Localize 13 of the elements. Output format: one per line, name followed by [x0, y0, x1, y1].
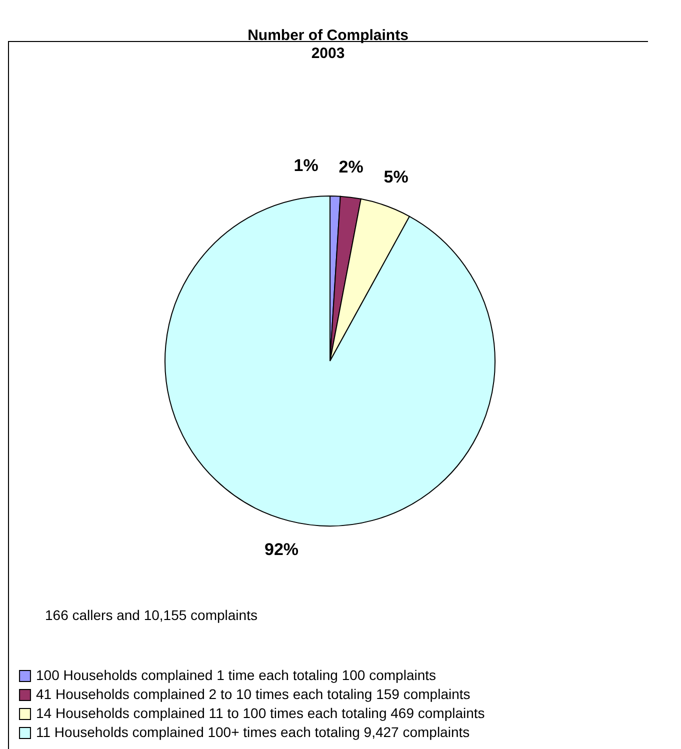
data-label: 1% [294, 156, 318, 176]
data-label: 92% [264, 540, 299, 559]
chart-subtitle: 2003 [311, 45, 345, 62]
data-label: 5% [384, 168, 408, 187]
pie-slice [330, 198, 410, 362]
text: 166 callers and 10,155 complaints [45, 607, 258, 623]
pie-slice [164, 196, 496, 526]
legend-label: 100 Households complained 1 time each totaling 100 complaints [36, 667, 436, 683]
data-label: 2% [338, 158, 364, 177]
legend-label: 11 Households complained 100+ times each totaling 9,427 complaints [36, 724, 470, 740]
chart-title: Number of Complaints [248, 27, 408, 44]
legend-label: 14 Households complained 11 to 100 times each totaling 469 complaints [36, 705, 485, 721]
legend-label: 41 Households complained 2 to 10 times each totaling 159 complaints [36, 686, 470, 702]
